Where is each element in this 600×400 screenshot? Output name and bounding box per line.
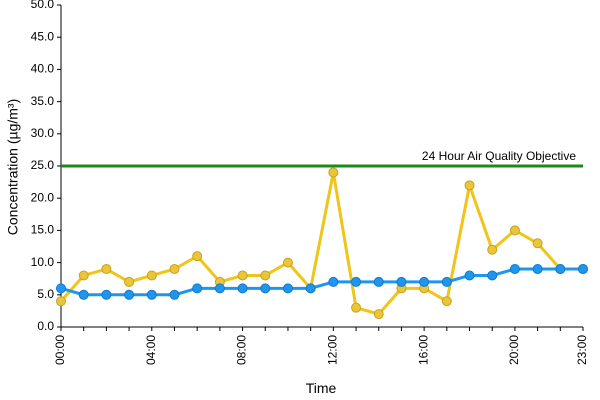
y-tick-label: 20.0	[31, 190, 55, 204]
series-2-point	[237, 283, 248, 294]
y-tick-label: 45.0	[31, 29, 55, 43]
x-tick-label: 00:00	[53, 335, 67, 365]
series-2-point	[441, 276, 452, 287]
x-tick-label: 12:00	[326, 335, 340, 365]
series-2-point	[396, 276, 407, 287]
series-1-point	[532, 238, 543, 249]
series-2-point	[373, 276, 384, 287]
series-2-point	[487, 270, 498, 281]
series-1-point	[78, 270, 89, 281]
series-2-point	[464, 270, 475, 281]
y-tick-label: 0.0	[37, 319, 54, 333]
y-tick-label: 25.0	[31, 158, 55, 172]
series-1-point	[101, 264, 112, 275]
y-tick-label: 35.0	[31, 94, 55, 108]
series-1-point	[56, 296, 66, 307]
y-axis-title-group: Concentration (µg/m³)	[5, 99, 21, 235]
y-tick-label: 5.0	[37, 287, 54, 301]
series-2-point	[124, 289, 135, 300]
y-tick-label: 40.0	[31, 62, 55, 76]
y-tick-label: 50.0	[31, 0, 55, 11]
x-tick-label: 23:00	[575, 335, 589, 365]
series-1-point	[124, 276, 135, 287]
series-2-point	[351, 276, 362, 287]
series-1-point	[464, 180, 475, 191]
series-1-point	[351, 302, 362, 313]
y-tick-label: 15.0	[31, 223, 55, 237]
series-2-point	[305, 283, 316, 294]
series-2-point	[192, 283, 203, 294]
series-2-point	[169, 289, 180, 300]
y-tick-label: 30.0	[31, 126, 55, 140]
series-2-point	[146, 289, 157, 300]
series-2-point	[555, 264, 566, 275]
series-2-point	[260, 283, 271, 294]
series-2-point	[101, 289, 112, 300]
series-2-line	[60, 267, 583, 297]
plot-area: 0.0 5.0 10.0 15.0 20.0 25.0 30.0 35.0 40.0 45.0 50…	[31, 0, 590, 365]
series-1-point	[373, 309, 384, 320]
series-2-point	[56, 283, 66, 294]
series-1-line	[59, 170, 583, 316]
series-2-point	[419, 276, 430, 287]
y-axis-title: Concentration (µg/m³)	[5, 99, 21, 235]
series-2-point	[78, 289, 89, 300]
reference-line-label: 24 Hour Air Quality Objective	[422, 149, 576, 163]
series-1-point	[441, 296, 452, 307]
series-2-point	[328, 276, 339, 287]
x-axis-title: Time	[306, 380, 337, 396]
series-1-point	[328, 167, 339, 178]
series-1-point	[260, 270, 271, 281]
x-tick-label: 04:00	[144, 335, 158, 365]
series-1-point	[237, 270, 248, 281]
series-2-point	[532, 264, 543, 275]
x-tick-label: 20:00	[507, 335, 521, 365]
series-2-point	[282, 283, 293, 294]
x-tick-label: 16:00	[416, 335, 430, 365]
series-2-point	[509, 264, 520, 275]
series-1-point	[509, 225, 520, 236]
series-2-point	[578, 264, 588, 275]
x-tick-label: 08:00	[235, 335, 249, 365]
series-1-point	[282, 257, 293, 268]
series-1-point	[487, 244, 498, 255]
series-1-point	[192, 251, 203, 262]
y-tick-label: 10.0	[31, 255, 55, 269]
series-1-point	[146, 270, 157, 281]
series-2-point	[214, 283, 225, 294]
series-1-point	[169, 264, 180, 275]
